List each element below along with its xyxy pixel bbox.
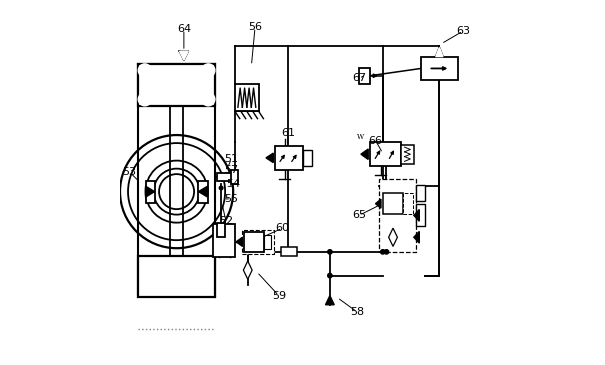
Text: W: W xyxy=(304,153,312,161)
Bar xyxy=(275,146,302,170)
Circle shape xyxy=(328,250,332,254)
Polygon shape xyxy=(414,231,419,243)
Bar xyxy=(235,84,259,111)
Text: 63: 63 xyxy=(456,26,470,36)
Bar xyxy=(416,204,425,226)
Circle shape xyxy=(219,186,223,190)
Text: 53: 53 xyxy=(122,166,136,177)
Bar xyxy=(370,142,401,166)
Bar xyxy=(401,145,414,164)
Circle shape xyxy=(381,250,385,254)
Text: 51: 51 xyxy=(224,154,238,164)
Bar xyxy=(416,185,425,201)
Polygon shape xyxy=(266,153,273,163)
Bar xyxy=(379,179,416,252)
Text: 67: 67 xyxy=(352,73,366,84)
Polygon shape xyxy=(414,210,419,221)
Bar xyxy=(242,230,273,254)
Text: 64: 64 xyxy=(177,24,191,34)
Text: 60: 60 xyxy=(275,223,289,233)
Text: W: W xyxy=(358,132,365,141)
Circle shape xyxy=(201,93,215,106)
Bar xyxy=(231,170,238,184)
Text: 65: 65 xyxy=(352,210,366,220)
Bar xyxy=(217,173,233,181)
Bar xyxy=(198,181,208,203)
Bar xyxy=(383,193,403,214)
Bar xyxy=(421,57,457,80)
Bar xyxy=(213,224,235,257)
Bar xyxy=(139,64,215,106)
Polygon shape xyxy=(436,47,443,57)
Text: 54: 54 xyxy=(226,179,240,189)
Bar xyxy=(217,223,226,237)
Text: 58: 58 xyxy=(350,307,364,317)
Polygon shape xyxy=(236,237,242,246)
Polygon shape xyxy=(361,149,368,160)
Bar xyxy=(281,247,297,256)
Polygon shape xyxy=(243,261,252,279)
Circle shape xyxy=(139,64,151,77)
Circle shape xyxy=(139,93,151,106)
Bar xyxy=(264,235,272,249)
Text: 66: 66 xyxy=(368,135,382,146)
Text: 56: 56 xyxy=(248,22,262,32)
Circle shape xyxy=(328,273,332,278)
Circle shape xyxy=(384,250,388,254)
Polygon shape xyxy=(146,186,155,197)
Circle shape xyxy=(201,64,215,77)
Bar xyxy=(359,68,370,84)
Text: 59: 59 xyxy=(272,291,286,301)
Bar xyxy=(403,193,413,214)
Text: 57: 57 xyxy=(224,165,238,175)
Bar xyxy=(244,232,264,252)
Bar xyxy=(146,181,155,203)
Text: 52: 52 xyxy=(219,216,233,226)
Polygon shape xyxy=(198,186,208,197)
Polygon shape xyxy=(325,296,334,305)
Polygon shape xyxy=(388,228,397,246)
Text: 55: 55 xyxy=(224,194,238,204)
Polygon shape xyxy=(376,199,381,208)
Text: 61: 61 xyxy=(281,128,295,138)
Bar xyxy=(139,255,215,297)
Bar xyxy=(302,150,312,166)
Polygon shape xyxy=(180,51,188,60)
